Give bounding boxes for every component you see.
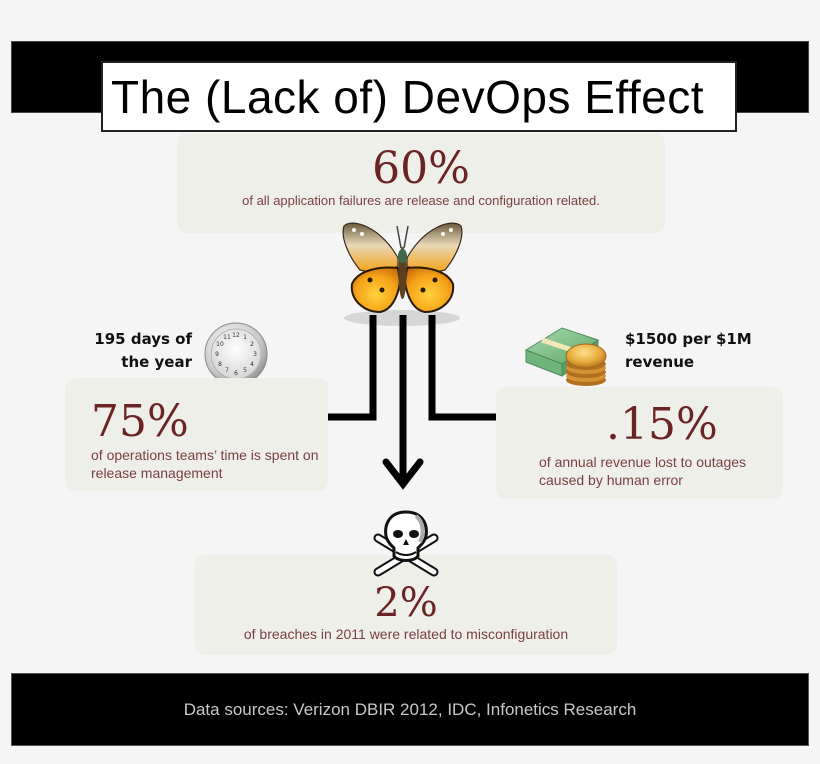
stat-label-right: $1500 per $1M revenue (625, 328, 785, 374)
svg-text:3: 3 (253, 351, 257, 358)
svg-text:4: 4 (250, 361, 254, 368)
stat-description-bottom: of breaches in 2011 were related to misc… (243, 626, 569, 642)
stat-label-right-line2: revenue (625, 353, 695, 371)
svg-text:5: 5 (243, 367, 247, 374)
stat-label-left-line1: 195 days of (94, 330, 192, 348)
svg-text:1: 1 (243, 334, 247, 341)
svg-text:10: 10 (216, 341, 224, 348)
stat-description-right-line1: of annual revenue lost to outages (539, 454, 747, 470)
svg-text:8: 8 (218, 361, 222, 368)
stat-label-left: 195 days of the year (80, 328, 192, 374)
stat-description-right-line2: caused by human error (539, 472, 683, 488)
stat-value-right: .15% (606, 399, 718, 450)
stat-value-bottom: 2% (374, 580, 438, 626)
stat-label-right-line1: $1500 per $1M (625, 330, 752, 348)
svg-text:12: 12 (232, 332, 240, 339)
skull-crossbones-icon (373, 510, 439, 577)
butterfly-icon (342, 222, 463, 326)
stat-value-left: 75% (91, 396, 189, 447)
stat-box-top: 60% of all application failures are rele… (177, 133, 665, 233)
stat-box-right: .15% of annual revenue lost to outages c… (496, 387, 783, 499)
svg-text:2: 2 (250, 341, 254, 348)
money-icon (524, 327, 607, 386)
svg-text:7: 7 (225, 367, 229, 374)
stat-description-left-line1: of operations teams’ time is spent on (91, 447, 319, 463)
stat-label-left-line2: the year (121, 353, 192, 371)
title-box: The (Lack of) DevOps Effect (101, 61, 737, 132)
stat-description-right: of annual revenue lost to outages caused… (539, 453, 779, 489)
stat-description-left-line2: release management (91, 465, 223, 481)
svg-text:9: 9 (215, 351, 219, 358)
svg-text:6: 6 (234, 370, 238, 377)
svg-text:11: 11 (223, 334, 231, 341)
footer-bar: Data sources: Verizon DBIR 2012, IDC, In… (11, 673, 809, 746)
stat-description-top: of all application failures are release … (242, 193, 600, 208)
stat-box-left: 75% of operations teams’ time is spent o… (65, 378, 328, 491)
data-sources-text: Data sources: Verizon DBIR 2012, IDC, In… (183, 699, 637, 719)
stat-box-bottom: 2% of breaches in 2011 were related to m… (195, 555, 617, 655)
stat-description-left: of operations teams’ time is spent on re… (91, 446, 331, 482)
stat-value-top: 60% (372, 143, 470, 194)
page-title: The (Lack of) DevOps Effect (111, 70, 704, 123)
